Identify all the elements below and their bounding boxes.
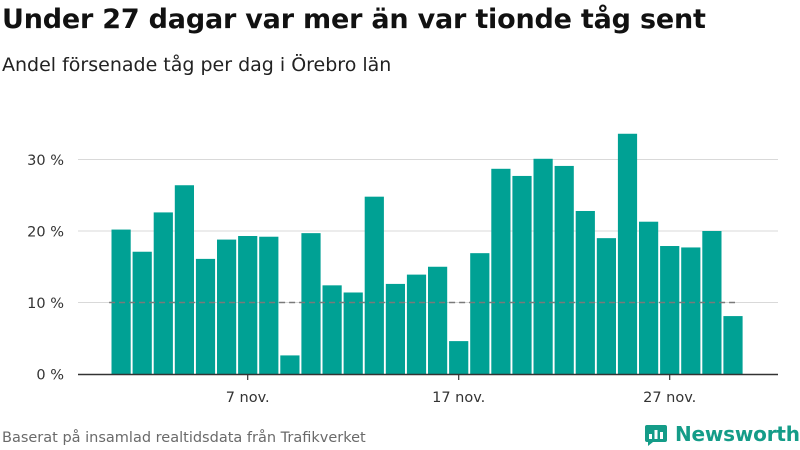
bar: [132, 251, 152, 374]
x-tick-label: 17 nov.: [432, 390, 485, 406]
bar: [723, 316, 743, 374]
newsworthy-logo[interactable]: Newsworthy: [644, 420, 800, 448]
bar: [639, 221, 659, 374]
bar: [470, 253, 490, 374]
bar: [301, 233, 321, 374]
bar: [195, 258, 216, 374]
bar: [660, 246, 680, 374]
bar: [153, 212, 173, 374]
y-tick-label: 10 %: [27, 296, 64, 312]
bar: [596, 238, 616, 374]
chart-subtitle: Andel försenade tåg per dag i Örebro län: [2, 54, 392, 76]
y-tick-label: 30 %: [27, 153, 64, 169]
bar: [449, 341, 469, 374]
bar: [575, 210, 595, 374]
y-tick-label: 20 %: [27, 225, 64, 241]
bar: [238, 236, 258, 374]
bar: [491, 168, 511, 374]
bar: [617, 133, 638, 374]
bars: [111, 133, 743, 374]
bar: [428, 266, 448, 374]
bar: [364, 196, 384, 374]
bar: [259, 236, 279, 374]
bar: [554, 165, 574, 374]
y-tick-label: 0 %: [36, 368, 64, 384]
newsworthy-bar-chart-logo-icon: [645, 425, 667, 446]
bar-chart: 0 % 10 % 20 % 30 % 7 nov. 17 nov. 27 nov.: [27, 133, 778, 406]
x-tick-label: 27 nov.: [643, 390, 696, 406]
y-axis-tick-labels: 0 % 10 % 20 % 30 %: [27, 153, 64, 384]
brand-name: Newsworthy: [675, 422, 800, 446]
bar: [322, 285, 342, 374]
x-tick-label: 7 nov.: [226, 390, 270, 406]
bar: [385, 283, 405, 374]
bar: [533, 158, 553, 374]
bar: [174, 185, 194, 374]
bar: [280, 355, 300, 374]
chart-title: Under 27 dagar var mer än var tionde tåg…: [2, 4, 706, 35]
bar: [406, 274, 427, 374]
source-note: Baserat på insamlad realtidsdata från Tr…: [2, 430, 366, 446]
bar: [681, 247, 701, 374]
bar: [217, 239, 237, 374]
x-axis-tick-labels: 7 nov. 17 nov. 27 nov.: [226, 374, 696, 406]
bar: [512, 175, 532, 374]
bar: [343, 292, 363, 374]
